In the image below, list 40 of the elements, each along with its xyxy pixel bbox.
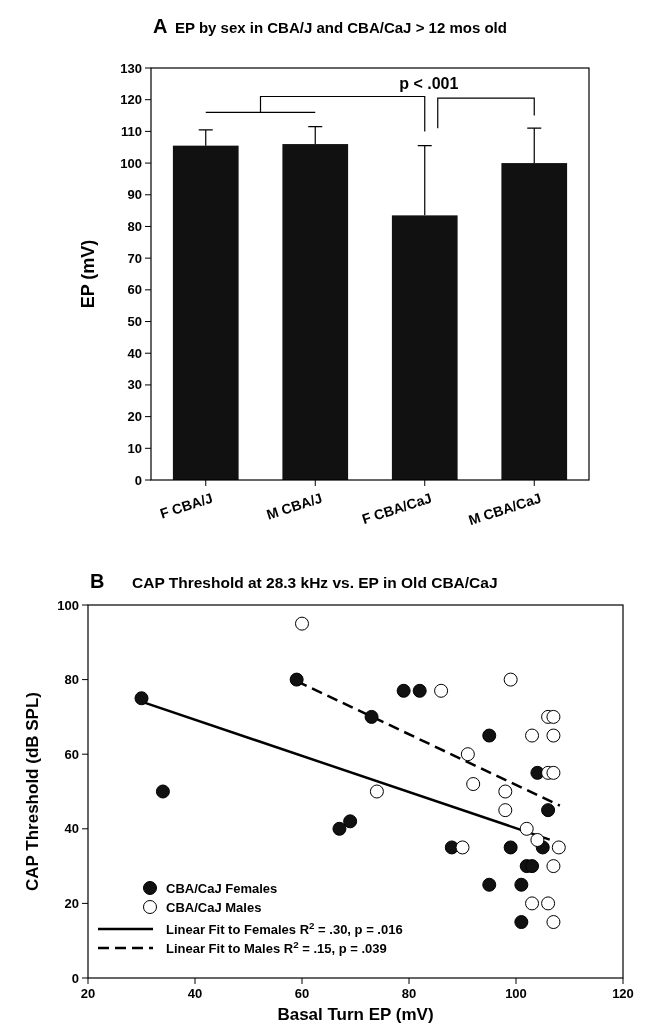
x-tick-label: F CBA/J xyxy=(157,489,215,522)
y-tick-label: 40 xyxy=(64,821,79,837)
x-tick-label: 40 xyxy=(187,986,203,1001)
y-tick-label: 0 xyxy=(134,472,142,488)
y-tick-label: 110 xyxy=(121,123,142,139)
y-tick-label: 130 xyxy=(120,60,142,76)
x-tick-label: 100 xyxy=(505,986,527,1001)
chart-title: CAP Threshold at 28.3 kHz vs. EP in Old CBA/CaJ xyxy=(132,574,498,591)
x-axis-title: Basal Turn EP (mV) xyxy=(277,1005,434,1024)
y-tick-label: 40 xyxy=(127,345,142,361)
legend-label: CBA/CaJ Males xyxy=(166,899,262,915)
y-tick-label: 90 xyxy=(127,187,142,203)
y-tick-label: 100 xyxy=(120,155,142,171)
y-tick-label: 60 xyxy=(64,746,79,762)
y-tick-label: 10 xyxy=(127,440,142,456)
x-tick-label: 20 xyxy=(80,986,96,1001)
annotation: p < .001 xyxy=(399,74,459,92)
y-tick-label: 30 xyxy=(127,377,142,393)
x-tick-label: 60 xyxy=(294,986,310,1001)
y-axis-title: CAP Threshold (dB SPL) xyxy=(23,692,42,891)
y-tick-label: 50 xyxy=(127,314,142,330)
y-tick-label: 80 xyxy=(127,219,142,235)
x-tick-label: M CBA/J xyxy=(264,489,325,523)
text: B xyxy=(90,570,105,592)
y-tick-label: 70 xyxy=(127,250,142,266)
y-tick-label: 20 xyxy=(64,895,79,911)
y-tick-label: 0 xyxy=(71,970,79,986)
chart-title: EP by sex in CBA/J and CBA/CaJ > 12 mos old xyxy=(175,19,507,36)
text: A xyxy=(153,15,168,37)
y-tick-label: 20 xyxy=(127,409,142,425)
legend-label: CBA/CaJ Females xyxy=(166,880,278,896)
legend-label: Linear Fit to Males R$^{2}$ = .15, p = .039 xyxy=(166,938,387,956)
x-tick-label: 120 xyxy=(612,986,634,1001)
legend-label: Linear Fit to Females R$^{2}$ = .30, p = .016 xyxy=(166,919,403,937)
y-tick-label: 120 xyxy=(120,92,142,108)
y-axis-title: EP (mV) xyxy=(78,239,98,309)
x-tick-label: 80 xyxy=(401,986,417,1001)
y-tick-label: 100 xyxy=(57,597,79,613)
y-tick-label: 60 xyxy=(127,282,142,298)
y-tick-label: 80 xyxy=(64,672,79,688)
